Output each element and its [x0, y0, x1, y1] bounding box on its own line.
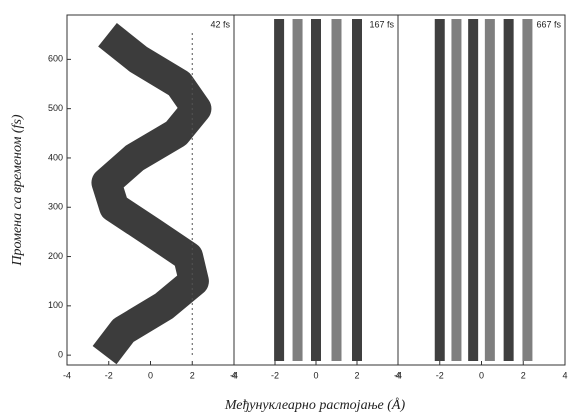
y-tick-label: 200 — [48, 251, 63, 261]
x-tick-label: -2 — [271, 370, 279, 380]
x-tick-label: -4 — [394, 370, 402, 380]
stripe — [352, 19, 362, 361]
stripe — [522, 19, 533, 361]
stripe — [434, 19, 445, 361]
y-tick-label: 300 — [48, 202, 63, 212]
x-tick-label: 0 — [479, 370, 484, 380]
stripe — [292, 19, 303, 361]
stripe — [274, 19, 285, 361]
trajectory — [91, 22, 212, 365]
y-axis-label: Промена са временом (fs) — [10, 114, 25, 266]
x-tick-label: 4 — [562, 370, 567, 380]
stripe — [451, 19, 462, 361]
x-tick-label: -2 — [436, 370, 444, 380]
y-tick-label: 100 — [48, 300, 63, 310]
x-tick-label: -2 — [105, 370, 113, 380]
x-tick-label: 4 — [231, 370, 236, 380]
y-tick-label: 500 — [48, 103, 63, 113]
panel-label: 167 fs — [369, 19, 394, 29]
panel-label: 667 fs — [536, 19, 561, 29]
stripe — [468, 19, 479, 361]
panel-label: 42 fs — [210, 19, 230, 29]
x-tick-label: 2 — [190, 370, 195, 380]
y-tick-label: 400 — [48, 152, 63, 162]
stripe — [503, 19, 514, 361]
y-tick-label: 600 — [48, 54, 63, 64]
stripe — [311, 19, 321, 361]
y-tick-label: 0 — [58, 350, 63, 360]
x-tick-label: -4 — [230, 370, 238, 380]
x-tick-label: 2 — [354, 370, 359, 380]
x-axis-label: Међунуклеарно растојање (Å) — [224, 397, 406, 413]
stripe — [331, 19, 342, 361]
x-tick-label: -4 — [63, 370, 71, 380]
panel-frame — [397, 14, 566, 366]
x-tick-label: 0 — [313, 370, 318, 380]
x-tick-label: 4 — [395, 370, 400, 380]
x-tick-label: 2 — [521, 370, 526, 380]
x-tick-label: 0 — [148, 370, 153, 380]
stripe — [484, 19, 495, 361]
